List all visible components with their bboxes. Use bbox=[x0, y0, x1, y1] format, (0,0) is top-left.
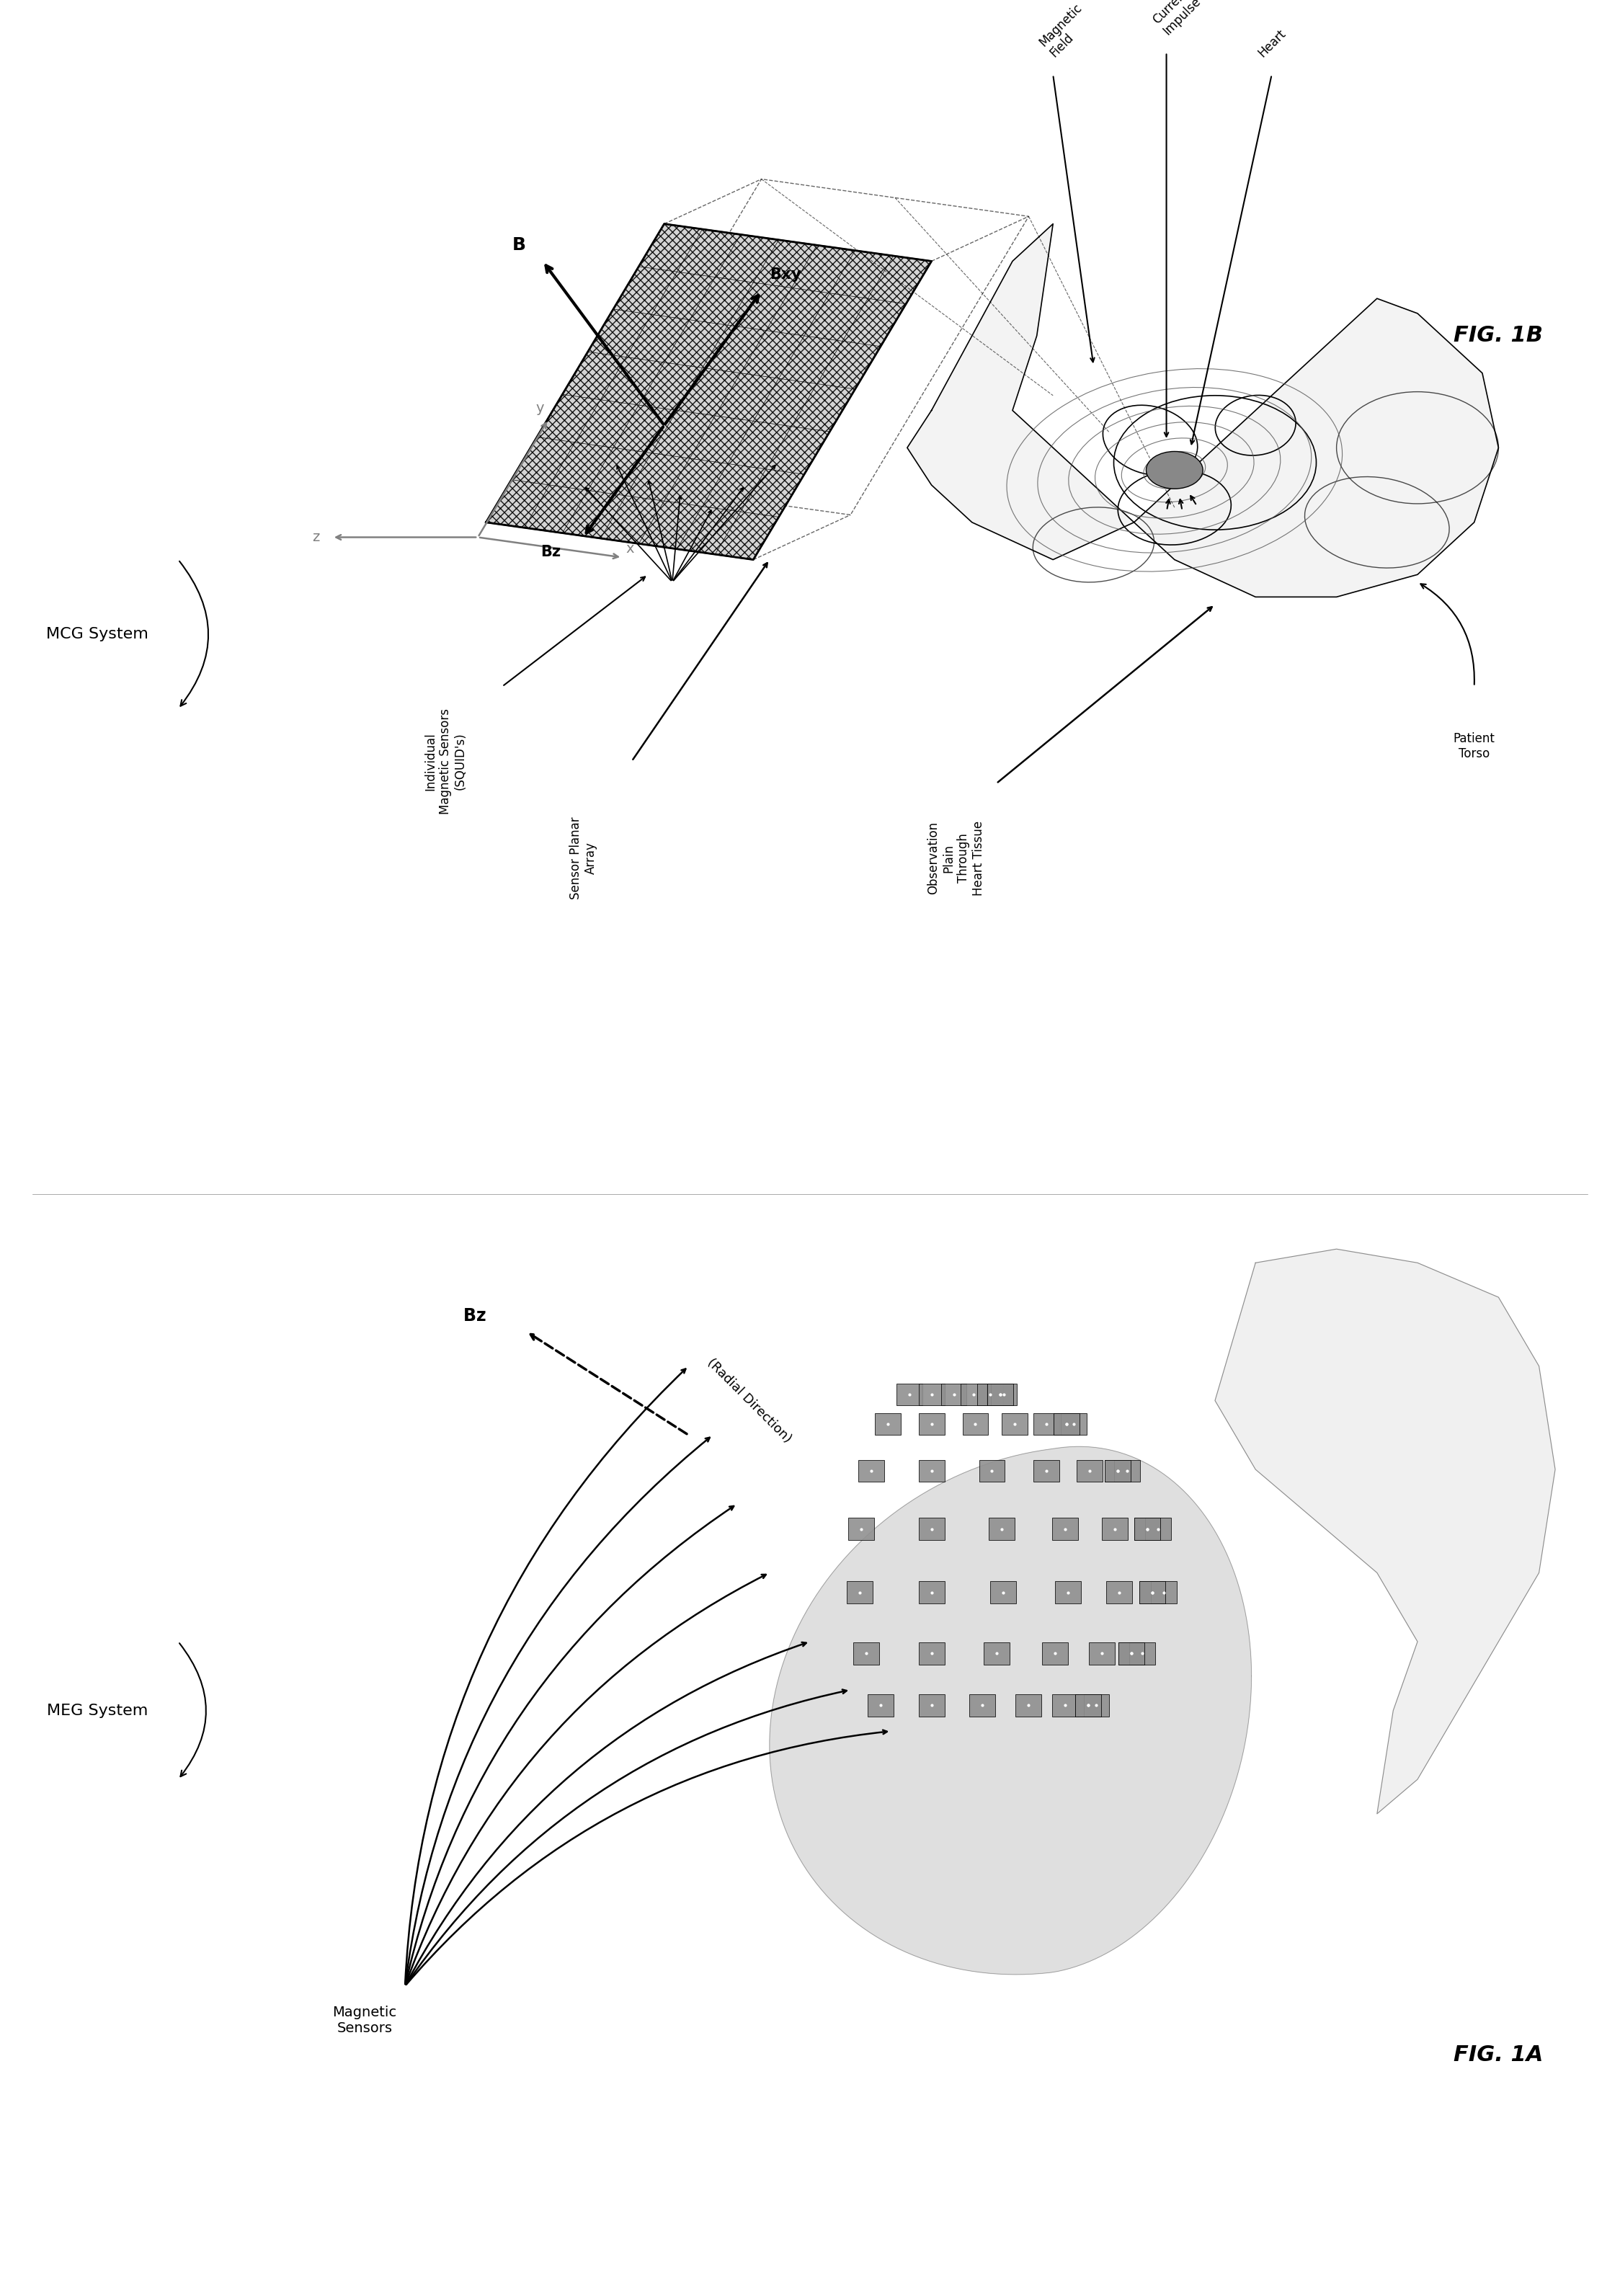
Text: FIG. 1A: FIG. 1A bbox=[1453, 2043, 1544, 2066]
Text: MEG System: MEG System bbox=[47, 1704, 147, 1717]
FancyBboxPatch shape bbox=[1134, 1518, 1160, 1541]
FancyBboxPatch shape bbox=[896, 1384, 922, 1405]
FancyBboxPatch shape bbox=[919, 1384, 944, 1405]
FancyBboxPatch shape bbox=[1119, 1642, 1145, 1665]
FancyBboxPatch shape bbox=[919, 1460, 944, 1481]
Text: Individual
Magnetic Sensors
(SQUID's): Individual Magnetic Sensors (SQUID's) bbox=[424, 707, 467, 815]
Text: Magnetic
Field: Magnetic Field bbox=[1037, 2, 1095, 60]
FancyBboxPatch shape bbox=[1061, 1412, 1087, 1435]
Text: Magnetic
Sensors: Magnetic Sensors bbox=[332, 2007, 397, 2034]
Text: Heart: Heart bbox=[1256, 28, 1288, 60]
Text: (Radial Direction): (Radial Direction) bbox=[705, 1357, 794, 1444]
FancyBboxPatch shape bbox=[983, 1642, 1009, 1665]
FancyBboxPatch shape bbox=[987, 1384, 1012, 1405]
FancyBboxPatch shape bbox=[1139, 1582, 1165, 1603]
FancyBboxPatch shape bbox=[1150, 1582, 1176, 1603]
FancyBboxPatch shape bbox=[1105, 1460, 1131, 1481]
FancyBboxPatch shape bbox=[847, 1582, 873, 1603]
Ellipse shape bbox=[1147, 452, 1204, 489]
Polygon shape bbox=[907, 225, 1498, 597]
FancyBboxPatch shape bbox=[969, 1694, 995, 1715]
Text: x: x bbox=[625, 542, 635, 556]
FancyBboxPatch shape bbox=[1089, 1642, 1115, 1665]
Text: z: z bbox=[313, 530, 319, 544]
FancyBboxPatch shape bbox=[1055, 1582, 1081, 1603]
FancyBboxPatch shape bbox=[919, 1642, 944, 1665]
FancyBboxPatch shape bbox=[1134, 1518, 1160, 1541]
FancyBboxPatch shape bbox=[919, 1582, 944, 1603]
FancyBboxPatch shape bbox=[1003, 1412, 1029, 1435]
FancyBboxPatch shape bbox=[1051, 1518, 1077, 1541]
Text: $\mathbf{Bxy}$: $\mathbf{Bxy}$ bbox=[769, 266, 802, 282]
FancyBboxPatch shape bbox=[1053, 1412, 1079, 1435]
FancyBboxPatch shape bbox=[987, 1384, 1012, 1405]
FancyBboxPatch shape bbox=[1053, 1412, 1079, 1435]
FancyBboxPatch shape bbox=[1106, 1582, 1132, 1603]
FancyBboxPatch shape bbox=[1129, 1642, 1155, 1665]
FancyBboxPatch shape bbox=[941, 1384, 967, 1405]
FancyBboxPatch shape bbox=[978, 1460, 1004, 1481]
FancyBboxPatch shape bbox=[988, 1518, 1014, 1541]
FancyBboxPatch shape bbox=[1084, 1694, 1110, 1715]
FancyBboxPatch shape bbox=[1076, 1694, 1102, 1715]
Text: Patient
Torso: Patient Torso bbox=[1453, 732, 1495, 760]
FancyBboxPatch shape bbox=[1077, 1460, 1103, 1481]
FancyBboxPatch shape bbox=[1034, 1412, 1059, 1435]
FancyBboxPatch shape bbox=[1076, 1694, 1102, 1715]
FancyBboxPatch shape bbox=[919, 1694, 944, 1715]
FancyBboxPatch shape bbox=[1042, 1642, 1068, 1665]
Text: $\mathbf{Bz}$: $\mathbf{Bz}$ bbox=[541, 544, 561, 560]
FancyBboxPatch shape bbox=[1016, 1694, 1042, 1715]
FancyArrowPatch shape bbox=[180, 560, 209, 705]
FancyBboxPatch shape bbox=[961, 1384, 987, 1405]
FancyBboxPatch shape bbox=[854, 1642, 880, 1665]
FancyBboxPatch shape bbox=[1119, 1642, 1145, 1665]
Text: y: y bbox=[536, 402, 544, 416]
Polygon shape bbox=[1215, 1249, 1555, 1814]
Text: Observation
Plain
Through
Heart Tissue: Observation Plain Through Heart Tissue bbox=[927, 820, 985, 895]
Text: $\mathbf{B}$: $\mathbf{B}$ bbox=[512, 236, 525, 253]
Text: MCG System: MCG System bbox=[45, 627, 149, 641]
FancyBboxPatch shape bbox=[875, 1412, 901, 1435]
Text: Current
Impulse: Current Impulse bbox=[1150, 0, 1204, 37]
FancyBboxPatch shape bbox=[868, 1694, 894, 1715]
FancyBboxPatch shape bbox=[1145, 1518, 1171, 1541]
FancyBboxPatch shape bbox=[919, 1412, 944, 1435]
Polygon shape bbox=[486, 225, 931, 560]
Text: $\mathbf{Bz}$: $\mathbf{Bz}$ bbox=[463, 1306, 486, 1325]
FancyArrowPatch shape bbox=[1421, 583, 1474, 684]
Text: Sensor Planar
Array: Sensor Planar Array bbox=[569, 817, 598, 900]
FancyArrowPatch shape bbox=[180, 1644, 206, 1777]
FancyBboxPatch shape bbox=[990, 1384, 1016, 1405]
FancyBboxPatch shape bbox=[849, 1518, 875, 1541]
FancyBboxPatch shape bbox=[1139, 1582, 1165, 1603]
Polygon shape bbox=[769, 1446, 1251, 1975]
FancyBboxPatch shape bbox=[1105, 1460, 1131, 1481]
FancyBboxPatch shape bbox=[1051, 1694, 1077, 1715]
FancyBboxPatch shape bbox=[977, 1384, 1003, 1405]
Text: FIG. 1B: FIG. 1B bbox=[1453, 326, 1544, 347]
FancyBboxPatch shape bbox=[1115, 1460, 1140, 1481]
FancyBboxPatch shape bbox=[1034, 1460, 1059, 1481]
FancyBboxPatch shape bbox=[919, 1518, 944, 1541]
FancyBboxPatch shape bbox=[962, 1412, 988, 1435]
FancyBboxPatch shape bbox=[859, 1460, 885, 1481]
FancyBboxPatch shape bbox=[990, 1582, 1016, 1603]
FancyBboxPatch shape bbox=[1102, 1518, 1128, 1541]
